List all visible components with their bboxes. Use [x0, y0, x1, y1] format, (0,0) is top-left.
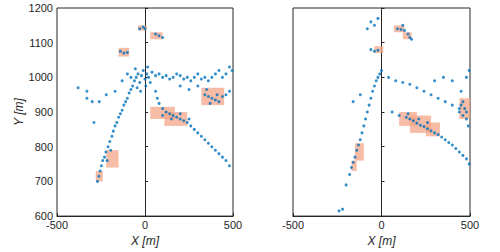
svg-text:0: 0 — [378, 219, 384, 231]
svg-text:1100: 1100 — [29, 37, 53, 49]
svg-text:600: 600 — [34, 210, 53, 223]
svg-text:X [m]: X [m] — [366, 234, 396, 248]
svg-text:X [m]: X [m] — [130, 234, 160, 248]
svg-text:1000: 1000 — [29, 71, 53, 83]
svg-text:Y [m]: Y [m] — [12, 97, 26, 125]
svg-text:500: 500 — [224, 219, 242, 231]
svg-text:-500: -500 — [46, 219, 68, 231]
svg-text:0: 0 — [142, 219, 148, 231]
svg-text:800: 800 — [35, 141, 53, 153]
svg-text:900: 900 — [35, 106, 53, 118]
svg-text:1200: 1200 — [29, 2, 53, 14]
svg-text:-500: -500 — [282, 219, 304, 231]
svg-text:700: 700 — [35, 175, 53, 187]
svg-text:500: 500 — [461, 219, 479, 231]
